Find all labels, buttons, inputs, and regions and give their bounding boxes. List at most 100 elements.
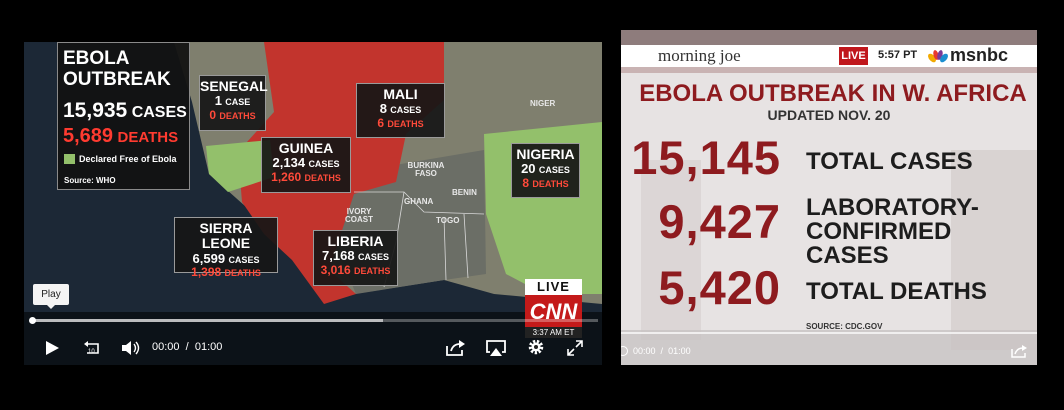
settings-button[interactable]: [527, 338, 545, 356]
deaths-value: 0: [209, 107, 216, 122]
cases-value: 1: [214, 93, 222, 109]
video-player-msnbc: morning joe LIVE 5:57 PT msnbc EBOLA OUT…: [621, 30, 1037, 365]
current-time: 00:00: [152, 341, 180, 353]
country-deaths: 8 DEATHS: [512, 175, 579, 190]
network-logo: msnbc: [950, 45, 1009, 65]
border: [463, 213, 469, 279]
border: [443, 216, 447, 281]
deaths-value: 6: [377, 115, 384, 130]
total-cases: 15,935 CASES: [63, 99, 187, 123]
network-time: 3:37 AM ET: [525, 327, 582, 338]
stat-value: 15,145: [631, 131, 781, 184]
cases-label: CASE: [225, 97, 251, 108]
country-deaths: 6 DEATHS: [357, 115, 444, 130]
country-name: NIGERIA: [516, 146, 575, 162]
country-cases: 1 CASE: [200, 94, 265, 108]
progress-track[interactable]: [621, 332, 1037, 334]
live-label: LIVE: [839, 47, 868, 65]
tooltip-pointer: [46, 304, 56, 309]
cases-label: CASES: [390, 105, 422, 116]
country-box: MALI 8 CASES 6 DEATHS: [356, 83, 445, 138]
country-name: GUINEA: [278, 140, 334, 156]
deaths-value: 5,689: [63, 125, 114, 147]
deaths-label: DEATHS: [532, 178, 569, 189]
deaths-value: 3,016: [320, 262, 351, 277]
play-button[interactable]: [621, 346, 628, 356]
country-cases: 8 CASES: [357, 102, 444, 116]
airplay-button[interactable]: [485, 339, 507, 357]
legend-label: Declared Free of Ebola: [79, 154, 177, 164]
deaths-label: DEATHS: [224, 268, 261, 279]
map-label: NIGER: [530, 99, 556, 108]
deaths-value: 1,398: [191, 265, 222, 280]
stat-label: TOTAL DEATHS: [806, 278, 987, 305]
cases-label: CASES: [538, 165, 570, 176]
duration: 01:00: [668, 346, 691, 356]
time-separator: /: [185, 341, 189, 353]
header-bar: morning joe LIVE 5:57 PT msnbc: [621, 45, 1037, 67]
svg-text:10: 10: [88, 349, 95, 355]
time-display: 00:00 / 01:00: [152, 341, 222, 353]
stat-label: TOTAL CASES: [806, 148, 973, 175]
duration: 01:00: [194, 341, 223, 353]
cases-value: 2,134: [272, 155, 306, 171]
country-name: MALI: [383, 86, 418, 102]
buffered-bar: [30, 319, 383, 322]
country-box: SENEGAL 1 CASE 0 DEATHS: [199, 75, 268, 131]
cases-label: CASES: [357, 252, 389, 263]
time-display: 00:00 / 01:00: [633, 346, 691, 356]
network-peacock: [928, 50, 948, 63]
country-deaths: 1,398 DEATHS: [175, 265, 277, 280]
cases-label: CASES: [308, 159, 340, 170]
country-box: NIGERIA 20 CASES 8 DEATHS: [511, 143, 580, 198]
video-player-cnn: NIGER BURKINA FASO BENIN GHANA TOGO IVOR…: [24, 42, 602, 365]
replay-button[interactable]: 10: [82, 339, 102, 357]
country-box: LIBERIA 7,168 CASES 3,016 DEATHS: [313, 230, 398, 286]
cases-value: 8: [379, 101, 387, 117]
share-button[interactable]: [1010, 344, 1028, 358]
background-image: [621, 30, 1037, 365]
stat-value: 5,420: [658, 261, 781, 314]
country-deaths: 3,016 DEATHS: [314, 262, 397, 277]
network-logo: CNN: [529, 299, 578, 324]
country-cases: 7,168 CASES: [314, 249, 397, 263]
volume-button[interactable]: [121, 339, 141, 357]
country-cases: 2,134 CASES: [262, 156, 350, 170]
fullscreen-button[interactable]: [567, 340, 583, 356]
deaths-value: 8: [522, 175, 529, 190]
country-name: SENEGAL: [200, 78, 268, 94]
map-label: TOGO: [436, 216, 460, 225]
map-label: GHANA: [404, 197, 434, 206]
country-box: GUINEA 2,134 CASES 1,260 DEATHS: [261, 137, 351, 193]
country-deaths: 1,260 DEATHS: [262, 170, 350, 184]
border: [354, 191, 485, 215]
stat-label: LABORATORY-CONFIRMED CASES: [806, 194, 979, 269]
map-label: BURKINA FASO: [407, 161, 445, 178]
source: Source: WHO: [64, 176, 116, 185]
time-separator: /: [660, 346, 664, 356]
cases-label: CASES: [131, 104, 187, 121]
cases-value: 15,935: [63, 99, 128, 122]
stat-value: 9,427: [658, 195, 781, 248]
play-button[interactable]: [44, 340, 60, 356]
broadcast-time: 5:57 PT: [878, 49, 918, 61]
deaths-label: DEATHS: [117, 129, 179, 146]
live-label: LIVE: [525, 279, 582, 295]
deaths-label: DEATHS: [219, 110, 256, 121]
summary-box: EBOLA OUTBREAK 15,935 CASES 5,689 DEATHS…: [57, 42, 190, 190]
tooltip: Play: [33, 284, 69, 305]
summary-title: EBOLA OUTBREAK: [63, 48, 171, 90]
show-name: morning joe: [658, 46, 741, 65]
share-button[interactable]: [444, 339, 466, 357]
graphic-subtitle: UPDATED NOV. 20: [767, 107, 891, 123]
graphic-title: EBOLA OUTBREAK IN W. AFRICA: [639, 80, 1027, 107]
cases-value: 7,168: [322, 248, 355, 264]
progress-handle[interactable]: [29, 317, 36, 324]
cases-label: CASES: [228, 254, 260, 265]
country-cases: 20 CASES: [512, 162, 579, 176]
country-box: SIERRA LEONE 6,599 CASES 1,398 DEATHS: [174, 217, 278, 279]
map-label: BENIN: [452, 188, 477, 197]
network-bug: LIVE CNN 3:37 AM ET: [525, 279, 582, 338]
deaths-label: DEATHS: [387, 118, 424, 129]
